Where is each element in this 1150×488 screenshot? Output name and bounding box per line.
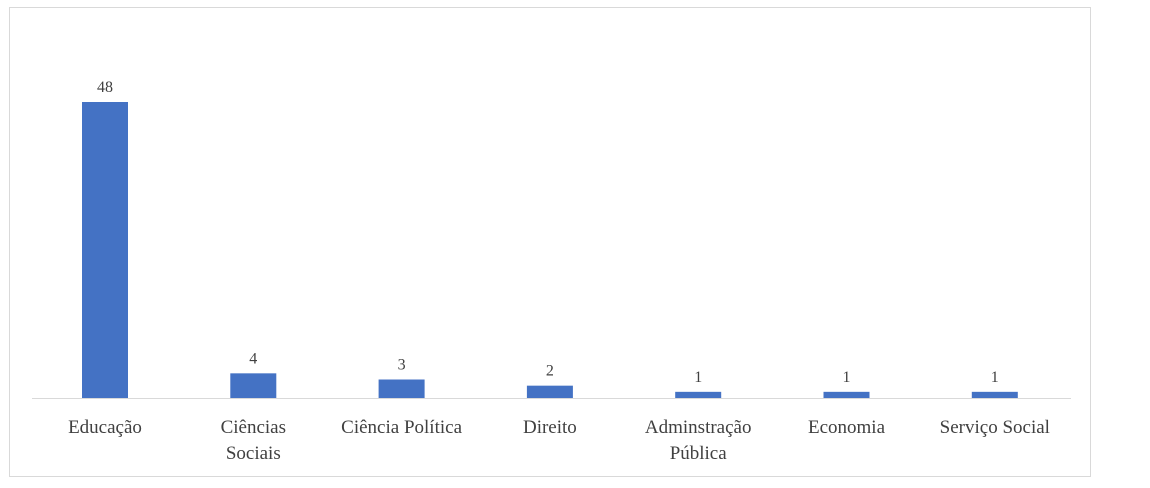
x-tick-label-1-line-1: Sociais <box>226 443 281 464</box>
x-tick-label-1-line-0: Ciências <box>221 417 286 438</box>
x-tick-labels-layer: Educação Ciências Sociais Ciência Política D… <box>68 417 1050 464</box>
x-tick-label-4-line-0: Adminstração <box>645 417 752 438</box>
value-label-2: 3 <box>398 357 406 374</box>
bar-1 <box>230 373 277 398</box>
bars-layer <box>82 102 1018 398</box>
bar-0 <box>82 102 128 398</box>
bar-2 <box>378 379 425 398</box>
value-label-6: 1 <box>991 369 999 386</box>
value-label-3: 2 <box>546 363 554 380</box>
value-label-1: 4 <box>249 350 257 367</box>
x-tick-label-6: Serviço Social <box>940 417 1050 438</box>
bar-5 <box>823 391 870 398</box>
x-tick-label-0: Educação <box>68 417 142 438</box>
bar-4 <box>675 391 722 398</box>
value-labels-layer: 48 4 3 2 1 1 1 <box>97 79 999 386</box>
bar-6 <box>971 391 1018 398</box>
value-label-5: 1 <box>843 369 851 386</box>
x-tick-label-5: Economia <box>808 417 886 438</box>
x-tick-label-3: Direito <box>523 417 577 438</box>
bar-3 <box>526 385 573 398</box>
x-tick-label-4-line-1: Pública <box>670 443 728 464</box>
value-label-4: 1 <box>694 369 702 386</box>
value-label-0: 48 <box>97 79 113 96</box>
x-tick-label-2: Ciência Política <box>341 417 462 438</box>
